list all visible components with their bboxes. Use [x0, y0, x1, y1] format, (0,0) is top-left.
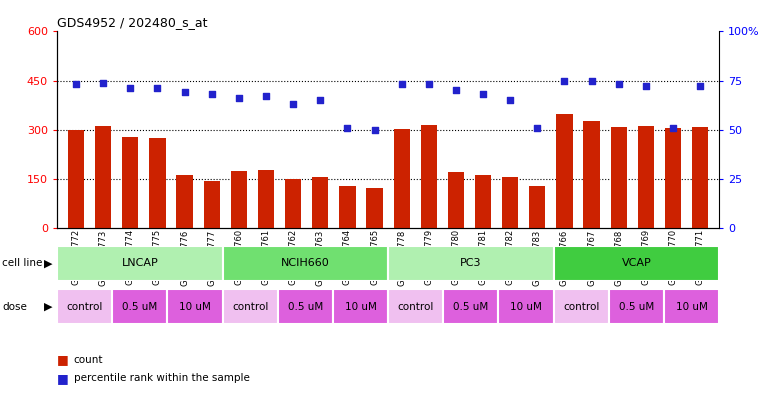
Text: ■: ■ [57, 353, 68, 366]
Text: dose: dose [2, 301, 27, 312]
Bar [665, 128, 681, 228]
Text: ■: ■ [57, 372, 68, 385]
Text: percentile rank within the sample: percentile rank within the sample [74, 373, 250, 384]
Text: count: count [74, 354, 103, 365]
Bar [553, 246, 719, 281]
Bar [222, 289, 278, 324]
Point [205, 91, 218, 97]
Text: ▶: ▶ [44, 301, 53, 312]
Point [504, 97, 516, 103]
Bar [167, 289, 222, 324]
Bar [498, 289, 553, 324]
Bar [68, 130, 84, 228]
Text: cell line: cell line [2, 258, 43, 268]
Bar [57, 289, 113, 324]
Text: 10 uM: 10 uM [179, 301, 211, 312]
Point [559, 77, 571, 84]
Text: ▶: ▶ [44, 258, 53, 268]
Text: 10 uM: 10 uM [676, 301, 708, 312]
Point [396, 81, 408, 88]
Bar [57, 246, 222, 281]
Bar [177, 174, 193, 228]
Text: control: control [563, 301, 600, 312]
Point [151, 85, 164, 92]
Text: NCIH660: NCIH660 [281, 258, 330, 268]
Bar [610, 127, 627, 228]
Point [667, 125, 679, 131]
Text: PC3: PC3 [460, 258, 482, 268]
Bar [285, 180, 301, 228]
Bar [638, 127, 654, 228]
Bar [609, 289, 664, 324]
Point [422, 81, 435, 88]
Bar [692, 127, 708, 228]
Bar [502, 177, 518, 228]
Bar [339, 186, 355, 228]
Text: control: control [232, 301, 269, 312]
Point [342, 125, 354, 131]
Text: 0.5 uM: 0.5 uM [288, 301, 323, 312]
Point [233, 95, 245, 101]
Bar [231, 171, 247, 228]
Text: control: control [397, 301, 434, 312]
Point [260, 93, 272, 99]
Bar [529, 186, 546, 228]
Bar [366, 188, 383, 228]
Text: 10 uM: 10 uM [510, 301, 542, 312]
Point [585, 77, 597, 84]
Point [70, 81, 82, 88]
Text: 0.5 uM: 0.5 uM [619, 301, 654, 312]
Bar [123, 137, 139, 228]
Bar [222, 246, 388, 281]
Bar [393, 129, 410, 228]
Bar [421, 125, 437, 228]
Point [613, 81, 625, 88]
Bar [664, 289, 719, 324]
Bar [95, 126, 111, 228]
Point [124, 85, 136, 92]
Point [450, 87, 462, 94]
Point [314, 97, 326, 103]
Bar [553, 289, 609, 324]
Bar [388, 246, 553, 281]
Bar [113, 289, 167, 324]
Bar [584, 121, 600, 228]
Text: 0.5 uM: 0.5 uM [454, 301, 489, 312]
Text: LNCAP: LNCAP [122, 258, 158, 268]
Bar [204, 181, 220, 228]
Text: 0.5 uM: 0.5 uM [123, 301, 158, 312]
Bar [443, 289, 498, 324]
Bar [258, 170, 274, 228]
Point [287, 101, 299, 107]
Bar [333, 289, 388, 324]
Point [477, 91, 489, 97]
Bar [388, 289, 443, 324]
Text: control: control [66, 301, 103, 312]
Point [179, 89, 191, 95]
Point [640, 83, 652, 90]
Point [694, 83, 706, 90]
Bar [278, 289, 333, 324]
Point [531, 125, 543, 131]
Bar [149, 138, 166, 228]
Bar [556, 114, 572, 228]
Bar [447, 172, 464, 228]
Bar [312, 176, 329, 228]
Point [97, 79, 110, 86]
Text: 10 uM: 10 uM [345, 301, 377, 312]
Bar [475, 174, 491, 228]
Text: VCAP: VCAP [622, 258, 651, 268]
Text: GDS4952 / 202480_s_at: GDS4952 / 202480_s_at [57, 16, 208, 29]
Point [368, 127, 380, 133]
